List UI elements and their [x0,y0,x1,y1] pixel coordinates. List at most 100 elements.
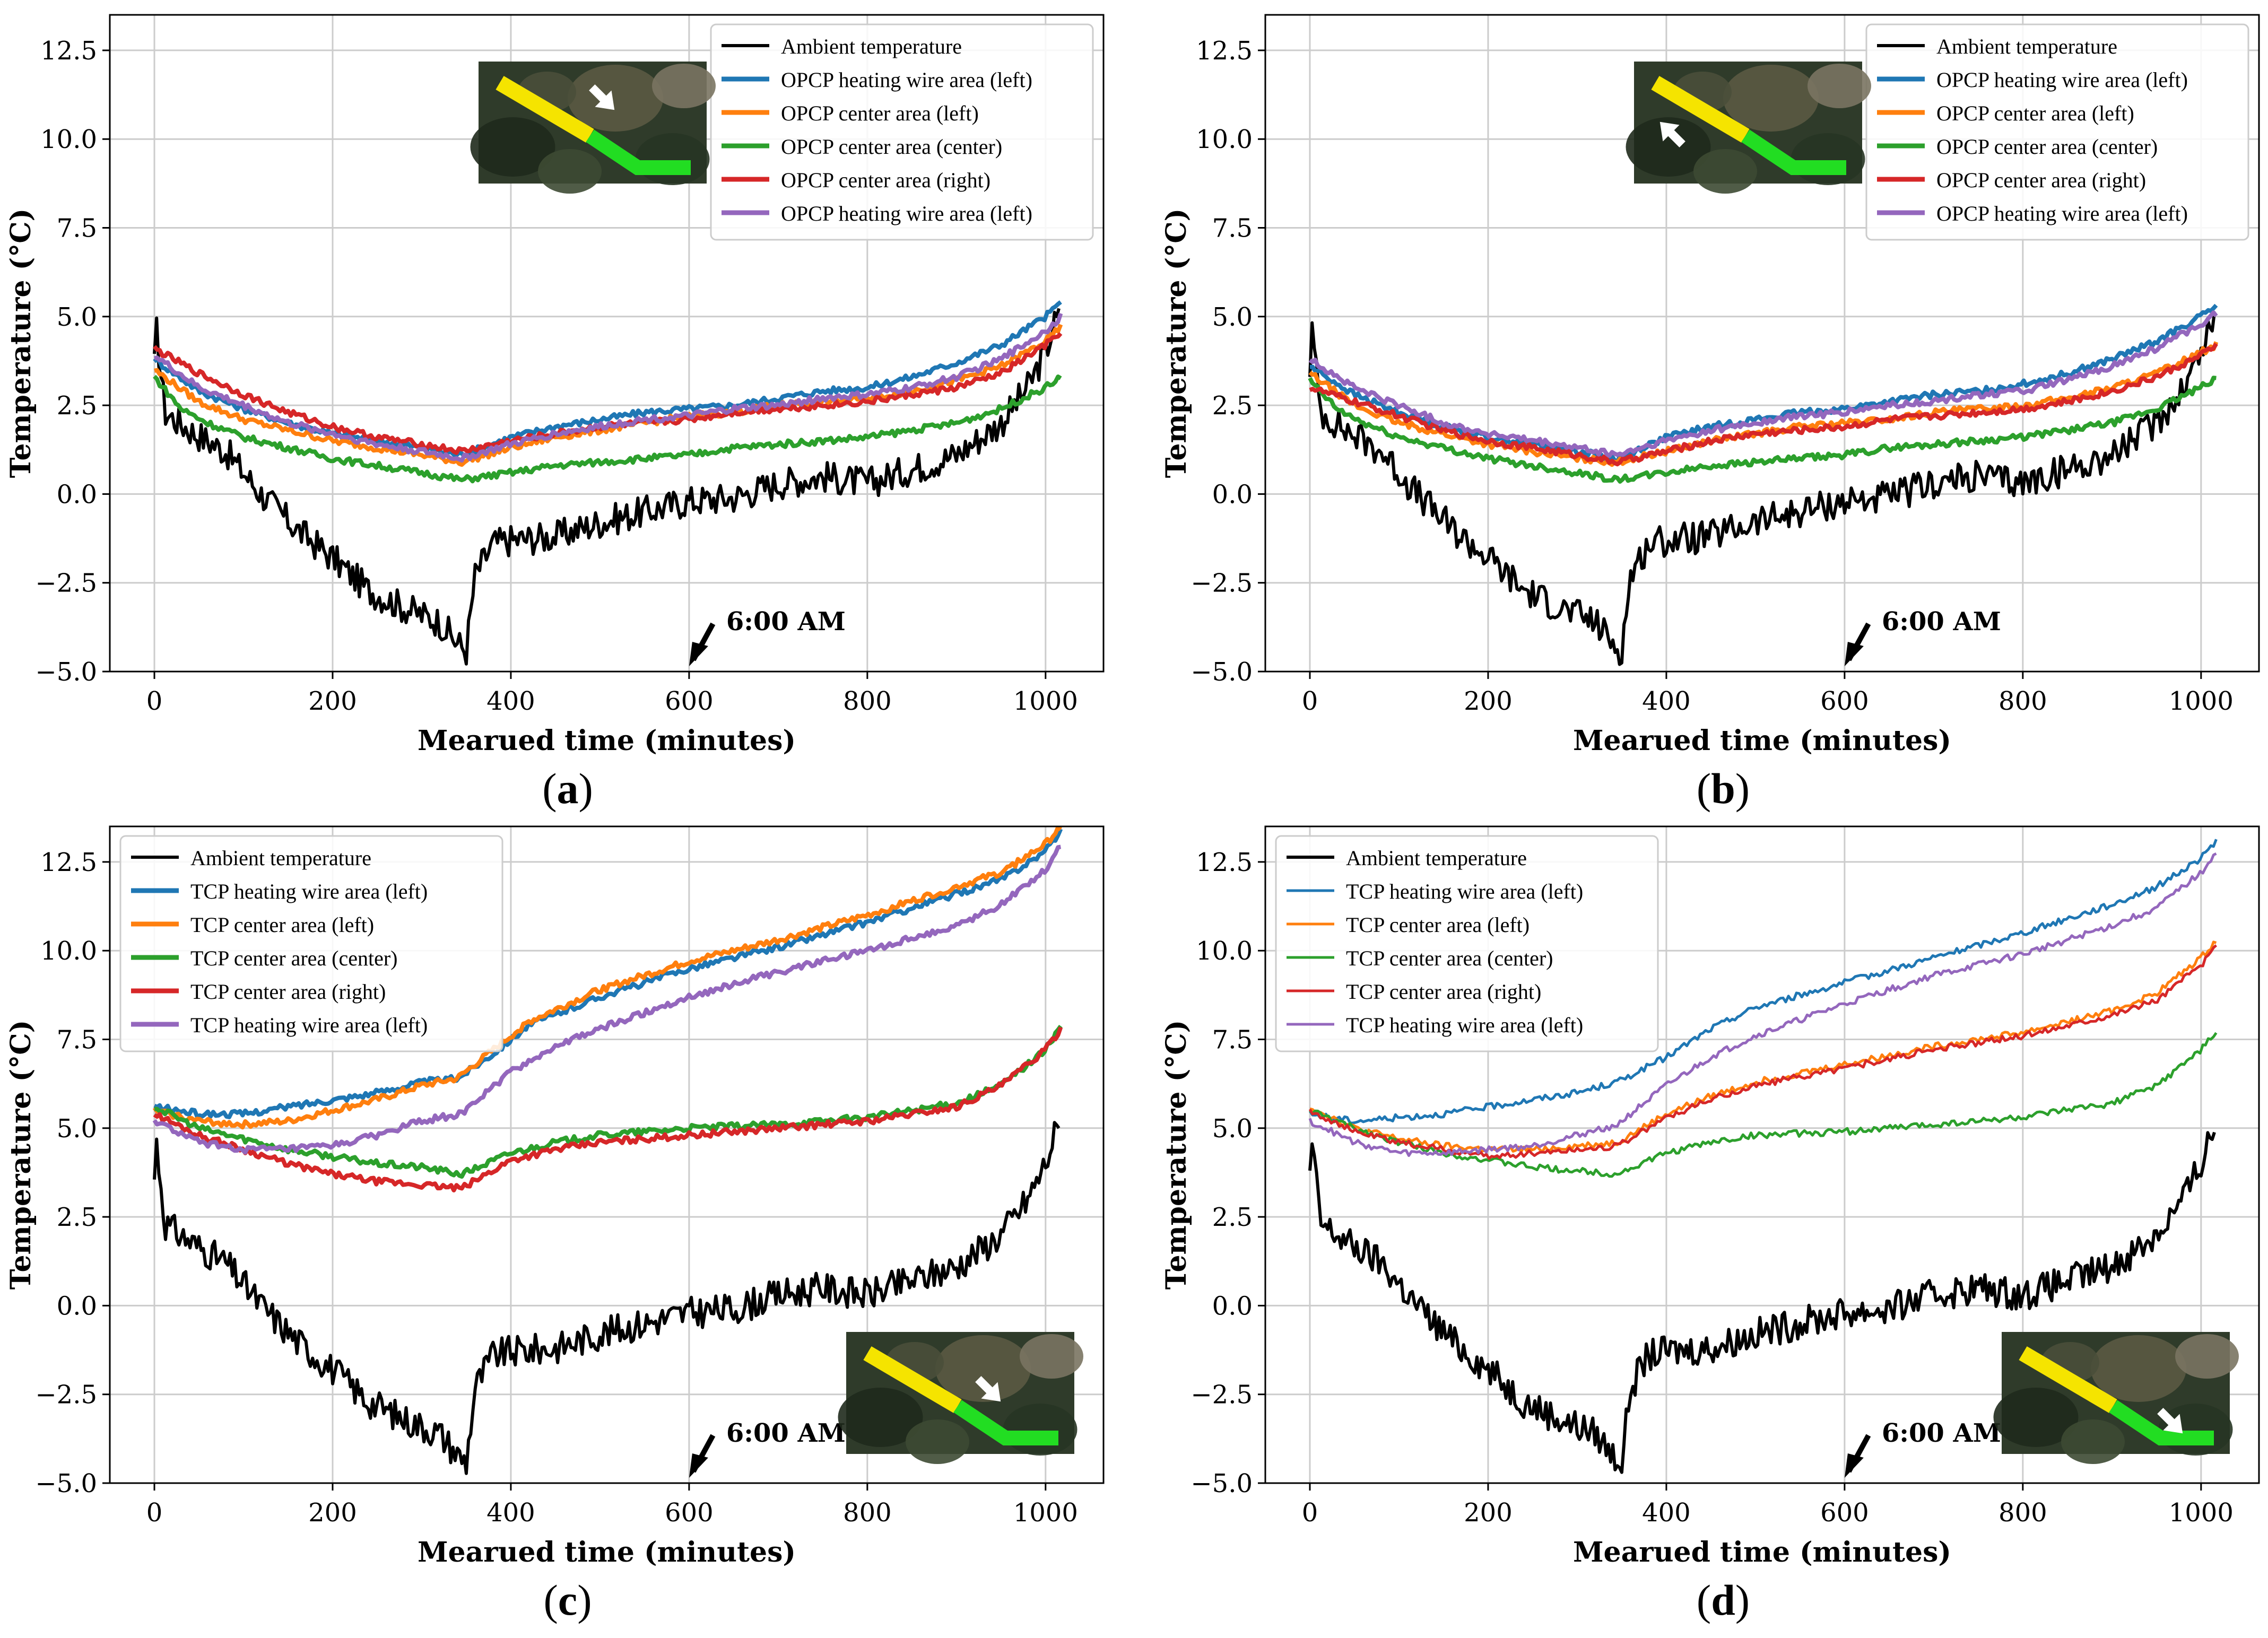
x-tick-label: 600 [1820,686,1869,716]
inset-terrain [906,1419,969,1464]
y-axis-label: Temperature (°C) [5,1020,37,1290]
series-group [1308,303,2219,666]
series-group [1308,839,2218,1474]
legend-entry-label: TCP heating wire area (left) [190,1013,428,1037]
inset-location-arrow-icon [975,1376,1001,1402]
panel-label-c: (c) [543,1576,592,1624]
x-tick-label: 800 [1998,1498,2047,1528]
chart-panel-c: 0 200 400 600 800 1000 −5.0 −2.5 0.0 2.5 5.0 7.5 10.… [5,825,1105,1569]
x-tick-label: 200 [1464,1498,1513,1528]
series-line-5 [152,844,1062,1155]
x-tick-label: 400 [486,1498,535,1528]
inset-terrain [935,1335,1031,1402]
y-tick-label: −2.5 [35,1380,97,1410]
plot-frame [1264,14,2260,673]
legend-box [1865,23,2249,241]
site-map-inset [1626,62,1871,194]
inset-terrain [1020,1334,1083,1379]
inset-terrain [1693,149,1757,194]
legend-entry-label: TCP center area (right) [1346,980,1541,1004]
y-tick-label: 0.0 [1212,480,1253,509]
series-line-3 [1308,376,2217,484]
series-line-2 [1309,940,2217,1154]
legend-box [119,835,503,1052]
series-line-5 [1308,310,2218,458]
legend-entry-label: OPCP center area (center) [781,135,1002,159]
annotation-label: 6:00 AM [1882,607,2001,637]
legend-entry-label: OPCP center area (center) [1936,135,2158,159]
inset-terrain [1723,65,1819,132]
y-tick-label: −5.0 [35,657,97,687]
series-line-0 [153,308,1061,666]
site-map-inset [838,1332,1083,1464]
x-tick-label: 400 [1642,1498,1691,1528]
legend-entry-label: OPCP heating wire area (left) [781,202,1032,225]
series-line-5 [153,312,1063,463]
x-tick-label: 600 [1820,1498,1869,1528]
series-line-3 [1309,1032,2218,1178]
y-axis-label: Temperature (°C) [5,208,37,478]
inset-road-yellow [496,76,594,143]
x-axis-label: Mearued time (minutes) [418,1536,796,1569]
legend-entry-label: TCP heating wire area (left) [1346,879,1583,903]
inset-terrain [2061,1419,2125,1464]
series-line-0 [1308,312,2216,666]
inset-terrain [568,65,663,132]
y-tick-label: 7.5 [57,214,97,243]
series-line-5 [1308,852,2217,1157]
plot-frame [109,14,1105,673]
x-tick-label: 800 [1998,686,2047,716]
inset-road-green [1741,129,1846,175]
inset-terrain [1003,1404,1077,1456]
x-tick-label: 200 [308,1498,357,1528]
inset-road-green [953,1400,1058,1445]
inset-road-green [2109,1400,2214,1445]
legend-entry-label: TCP center area (center) [190,946,398,970]
x-tick-label: 600 [665,1498,714,1528]
y-axis-label: Temperature (°C) [1160,208,1193,478]
y-tick-label: 10.0 [40,125,97,154]
annotation-arrow-head [1844,1453,1864,1478]
y-tick-label: 5.0 [57,302,97,332]
x-tick-label: 600 [665,686,714,716]
inset-terrain [1791,133,1865,185]
legend: Ambient temperature OPCP heating wire are… [710,23,1094,241]
series-line-4 [152,332,1063,455]
chart-panel-b: 0 200 400 600 800 1000 −5.0 −2.5 0.0 2.5 5.0 7.5 10.… [1160,14,2260,757]
x-tick-label: 800 [843,1498,892,1528]
y-tick-label: 12.5 [1196,848,1253,877]
y-tick-label: 0.0 [57,480,97,509]
annotation-arrow-head [689,642,708,666]
legend-entry-label: TCP center area (left) [190,913,374,937]
y-tick-label: 0.0 [57,1291,97,1321]
x-tick-label: 800 [843,686,892,716]
annotation-label: 6:00 AM [726,607,846,637]
y-tick-label: −5.0 [35,1469,97,1498]
inset-road-yellow [2019,1346,2117,1413]
inset-terrain [838,1388,923,1447]
panel-label-b: (b) [1696,764,1750,813]
legend-entry-label: TCP center area (right) [190,980,386,1004]
y-tick-label: 7.5 [57,1025,97,1055]
x-tick-label: 1000 [2169,686,2234,716]
x-tick-label: 0 [1302,686,1318,716]
inset-location-arrow-icon [589,84,615,110]
x-tick-label: 400 [486,686,535,716]
series-line-2 [154,324,1063,467]
legend-entry-label: TCP heating wire area (left) [1346,1013,1583,1037]
x-tick-label: 200 [1464,686,1513,716]
legend-entry-label: OPCP center area (left) [781,101,979,125]
annotation-arrow-head [689,1453,708,1478]
x-axis-label: Mearued time (minutes) [1573,1536,1951,1569]
x-tick-label: 0 [1302,1498,1318,1528]
inset-terrain [2175,1334,2239,1379]
legend-entry-label: OPCP heating wire area (left) [1936,202,2188,225]
y-tick-label: 10.0 [1196,125,1253,154]
site-map-inset [1993,1332,2239,1464]
inset-terrain [652,64,716,108]
legend-entry-label: OPCP center area (right) [781,168,990,192]
legend-entry-label: Ambient temperature [1346,846,1527,870]
series-line-1 [153,300,1062,458]
inset-location-arrow-icon [1659,121,1685,147]
